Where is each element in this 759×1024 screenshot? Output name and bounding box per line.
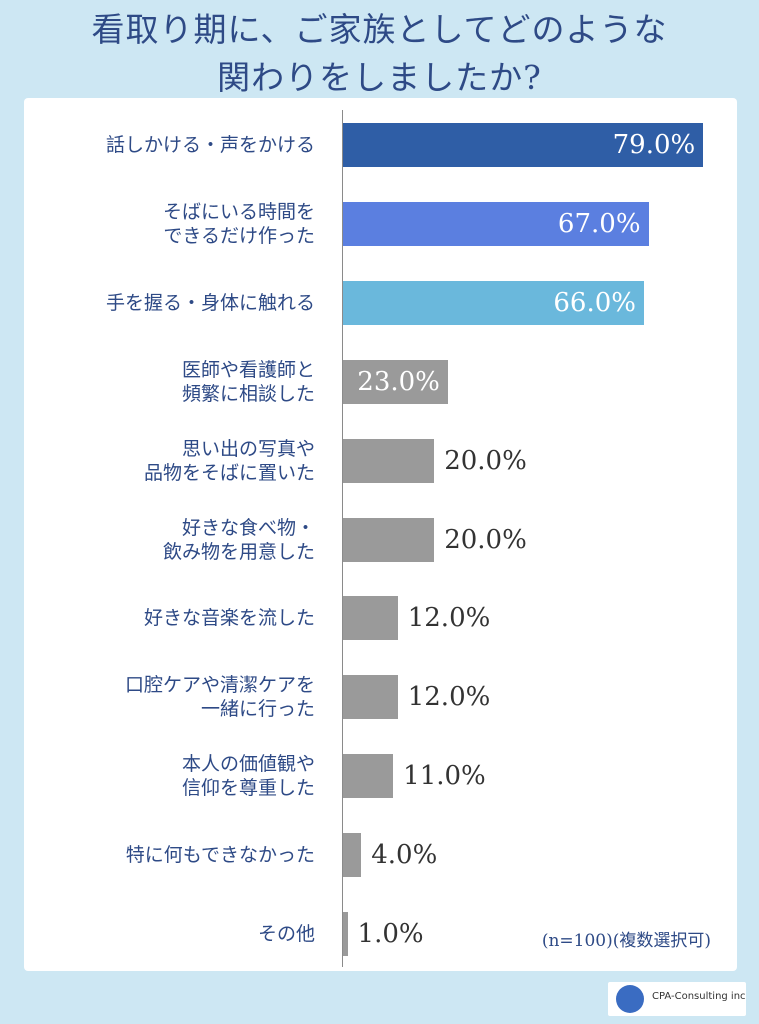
value-label: 12.0% xyxy=(407,682,491,713)
category-label-line: 口腔ケアや清潔ケアを xyxy=(124,674,315,697)
value-label: 1.0% xyxy=(357,919,424,949)
category-label-line: 話しかける・声をかける xyxy=(105,134,315,156)
bar xyxy=(343,517,435,562)
sample-note: (n=100)(複数選択可) xyxy=(541,931,711,951)
chart-title-line-2: 関わりをしましたか? xyxy=(217,58,542,97)
category-label-line: 特に何もできなかった xyxy=(125,844,315,867)
category-label: 口腔ケアや清潔ケアを 一緒に行った xyxy=(125,673,315,721)
chart-title: 看取り期に、ご家族としてどのような 関わりをしましたか? xyxy=(0,6,759,102)
bar xyxy=(343,754,394,799)
category-label-line: 手を握る・身体に触れる xyxy=(105,291,315,314)
bar xyxy=(343,123,704,167)
category-label: 好きな音楽を流した xyxy=(144,606,315,630)
category-label: 医師や看護師と 頻繁に相談した xyxy=(182,358,315,406)
company-logo: CPA-Consulting inc xyxy=(608,982,746,1016)
category-label-line: できるだけ作った xyxy=(163,224,315,247)
category-label-line: 好きな食べ物・ xyxy=(181,516,315,539)
category-label: 手を握る・身体に触れる xyxy=(106,291,315,315)
category-label-line: 飲み物を用意した xyxy=(162,540,315,563)
category-label-line: 好きな音楽を流した xyxy=(143,607,315,630)
category-label-line: 品物をそばに置いた xyxy=(143,461,315,484)
bar xyxy=(343,438,435,483)
bar xyxy=(343,675,398,720)
bar xyxy=(343,359,448,404)
category-label: 話しかける・声をかける xyxy=(106,133,315,157)
category-label: 特に何もできなかった xyxy=(126,843,315,867)
bar xyxy=(343,596,398,641)
category-label: 好きな食べ物・ 飲み物を用意した xyxy=(163,516,315,564)
category-label: 思い出の写真や 品物をそばに置いた xyxy=(144,437,315,485)
category-label-line: 本人の価値観や xyxy=(181,753,315,776)
category-label: その他 xyxy=(258,922,315,946)
bar xyxy=(343,280,644,325)
category-label-line: 頻繁に相談した xyxy=(181,382,315,405)
category-label-line: 医師や看護師と xyxy=(181,358,315,381)
category-label-line: その他 xyxy=(257,923,315,945)
logo-emblem-icon xyxy=(616,985,644,1013)
value-label: 66.0% xyxy=(553,287,636,318)
value-label: 79.0% xyxy=(612,130,696,160)
logo-text: CPA-Consulting inc xyxy=(652,991,746,1002)
value-label: 20.0% xyxy=(444,445,527,476)
value-label: 4.0% xyxy=(371,840,438,871)
value-label: 23.0% xyxy=(357,366,440,397)
value-label: 67.0% xyxy=(557,208,641,239)
bar xyxy=(343,912,348,956)
value-label: 11.0% xyxy=(403,761,486,792)
bar xyxy=(343,833,362,878)
category-label: 本人の価値観や 信仰を尊重した xyxy=(182,752,315,800)
value-label: 20.0% xyxy=(444,524,527,555)
category-label-line: 信仰を尊重した xyxy=(181,777,315,800)
bar xyxy=(343,201,649,246)
category-label: そばにいる時間を できるだけ作った xyxy=(163,200,315,248)
value-label: 12.0% xyxy=(407,603,491,634)
chart-title-line-1: 看取り期に、ご家族としてどのような xyxy=(91,10,668,49)
category-label-line: そばにいる時間を xyxy=(162,200,315,223)
category-label-line: 思い出の写真や xyxy=(181,437,315,460)
category-label-line: 一緒に行った xyxy=(200,698,315,721)
y-axis-line xyxy=(342,110,343,967)
